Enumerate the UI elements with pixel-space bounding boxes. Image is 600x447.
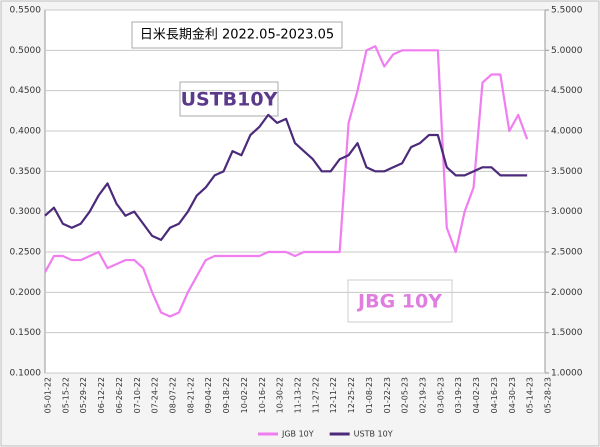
x-tick-label: 11-27-22 bbox=[311, 377, 320, 413]
x-tick-label: 07-10-22 bbox=[133, 377, 142, 413]
y-tick-label: 0.2000 bbox=[10, 288, 42, 298]
y-tick-label: 0.5000 bbox=[10, 46, 42, 56]
y2-tick-label: 3.0000 bbox=[551, 207, 583, 217]
line-series bbox=[44, 45, 529, 318]
x-tick-label: 12-25-22 bbox=[347, 377, 356, 413]
y2-tick-label: 5.0000 bbox=[551, 46, 583, 56]
x-tick-label: 01-08-23 bbox=[365, 377, 374, 413]
x-tick-label: 11-13-22 bbox=[294, 377, 303, 413]
y2-tick-label: 5.5000 bbox=[551, 6, 583, 16]
x-tick-label: 10-02-22 bbox=[240, 377, 249, 413]
y2-tick-label: 4.5000 bbox=[551, 86, 583, 96]
y-tick-label: 0.3000 bbox=[10, 207, 42, 217]
y2-tick-label: 1.5000 bbox=[551, 328, 583, 338]
x-tick-label: 09-18-22 bbox=[222, 377, 231, 413]
x-tick-label: 05-01-22 bbox=[44, 377, 53, 413]
x-tick-label: 03-19-23 bbox=[454, 377, 463, 413]
y2-tick-label: 2.0000 bbox=[551, 288, 583, 298]
x-tick-label: 05-29-22 bbox=[79, 377, 88, 413]
y-tick-label: 0.1500 bbox=[10, 328, 42, 338]
x-tick-label: 12-11-22 bbox=[329, 377, 338, 413]
x-tick-label: 04-16-23 bbox=[490, 377, 499, 413]
line-series bbox=[44, 113, 528, 241]
annotation: JBG 10Y bbox=[356, 291, 442, 313]
plot-area bbox=[44, 9, 546, 374]
x-tick-label: 04-02-23 bbox=[472, 377, 481, 413]
x-tick-label: 08-21-22 bbox=[186, 377, 195, 413]
x-tick-label: 05-14-23 bbox=[526, 377, 535, 413]
annotation: USTB10Y bbox=[181, 89, 278, 111]
y-tick-label: 0.5500 bbox=[10, 6, 42, 16]
x-tick-label: 10-30-22 bbox=[276, 377, 285, 413]
x-tick-label: 07-24-22 bbox=[151, 377, 160, 413]
x-tick-label: 05-15-22 bbox=[61, 377, 70, 413]
x-tick-label: 09-04-22 bbox=[204, 377, 213, 413]
y-tick-label: 0.4000 bbox=[10, 127, 42, 137]
x-tick-label: 10-16-22 bbox=[258, 377, 267, 413]
x-tick-label: 06-12-22 bbox=[97, 377, 106, 413]
x-tick-label: 08-07-22 bbox=[169, 377, 178, 413]
y2-tick-label: 1.0000 bbox=[551, 369, 583, 379]
y-tick-label: 0.4500 bbox=[10, 86, 42, 96]
x-tick-label: 02-05-23 bbox=[401, 377, 410, 413]
annotation-box bbox=[347, 279, 453, 323]
legend-label: USTB 10Y bbox=[354, 430, 393, 439]
y-tick-label: 0.1000 bbox=[10, 369, 42, 379]
legend-label: JGB 10Y bbox=[281, 430, 314, 439]
y-tick-label: 0.2500 bbox=[10, 248, 42, 258]
x-tick-label: 01-22-23 bbox=[383, 377, 392, 413]
y2-tick-label: 4.0000 bbox=[551, 127, 583, 137]
x-tick-label: 02-19-23 bbox=[419, 377, 428, 413]
y-tick-label: 0.3500 bbox=[10, 167, 42, 177]
chart-title: 日米長期金利 2022.05-2023.05 bbox=[140, 27, 334, 43]
x-tick-label: 03-05-23 bbox=[436, 377, 445, 413]
x-tick-label: 05-28-23 bbox=[544, 377, 553, 413]
x-tick-label: 04-30-23 bbox=[508, 377, 517, 413]
annotation-box bbox=[179, 81, 279, 117]
y2-tick-label: 3.5000 bbox=[551, 167, 583, 177]
y2-tick-label: 2.5000 bbox=[551, 248, 583, 258]
title-box bbox=[131, 21, 343, 49]
x-tick-label: 06-26-22 bbox=[115, 377, 124, 413]
